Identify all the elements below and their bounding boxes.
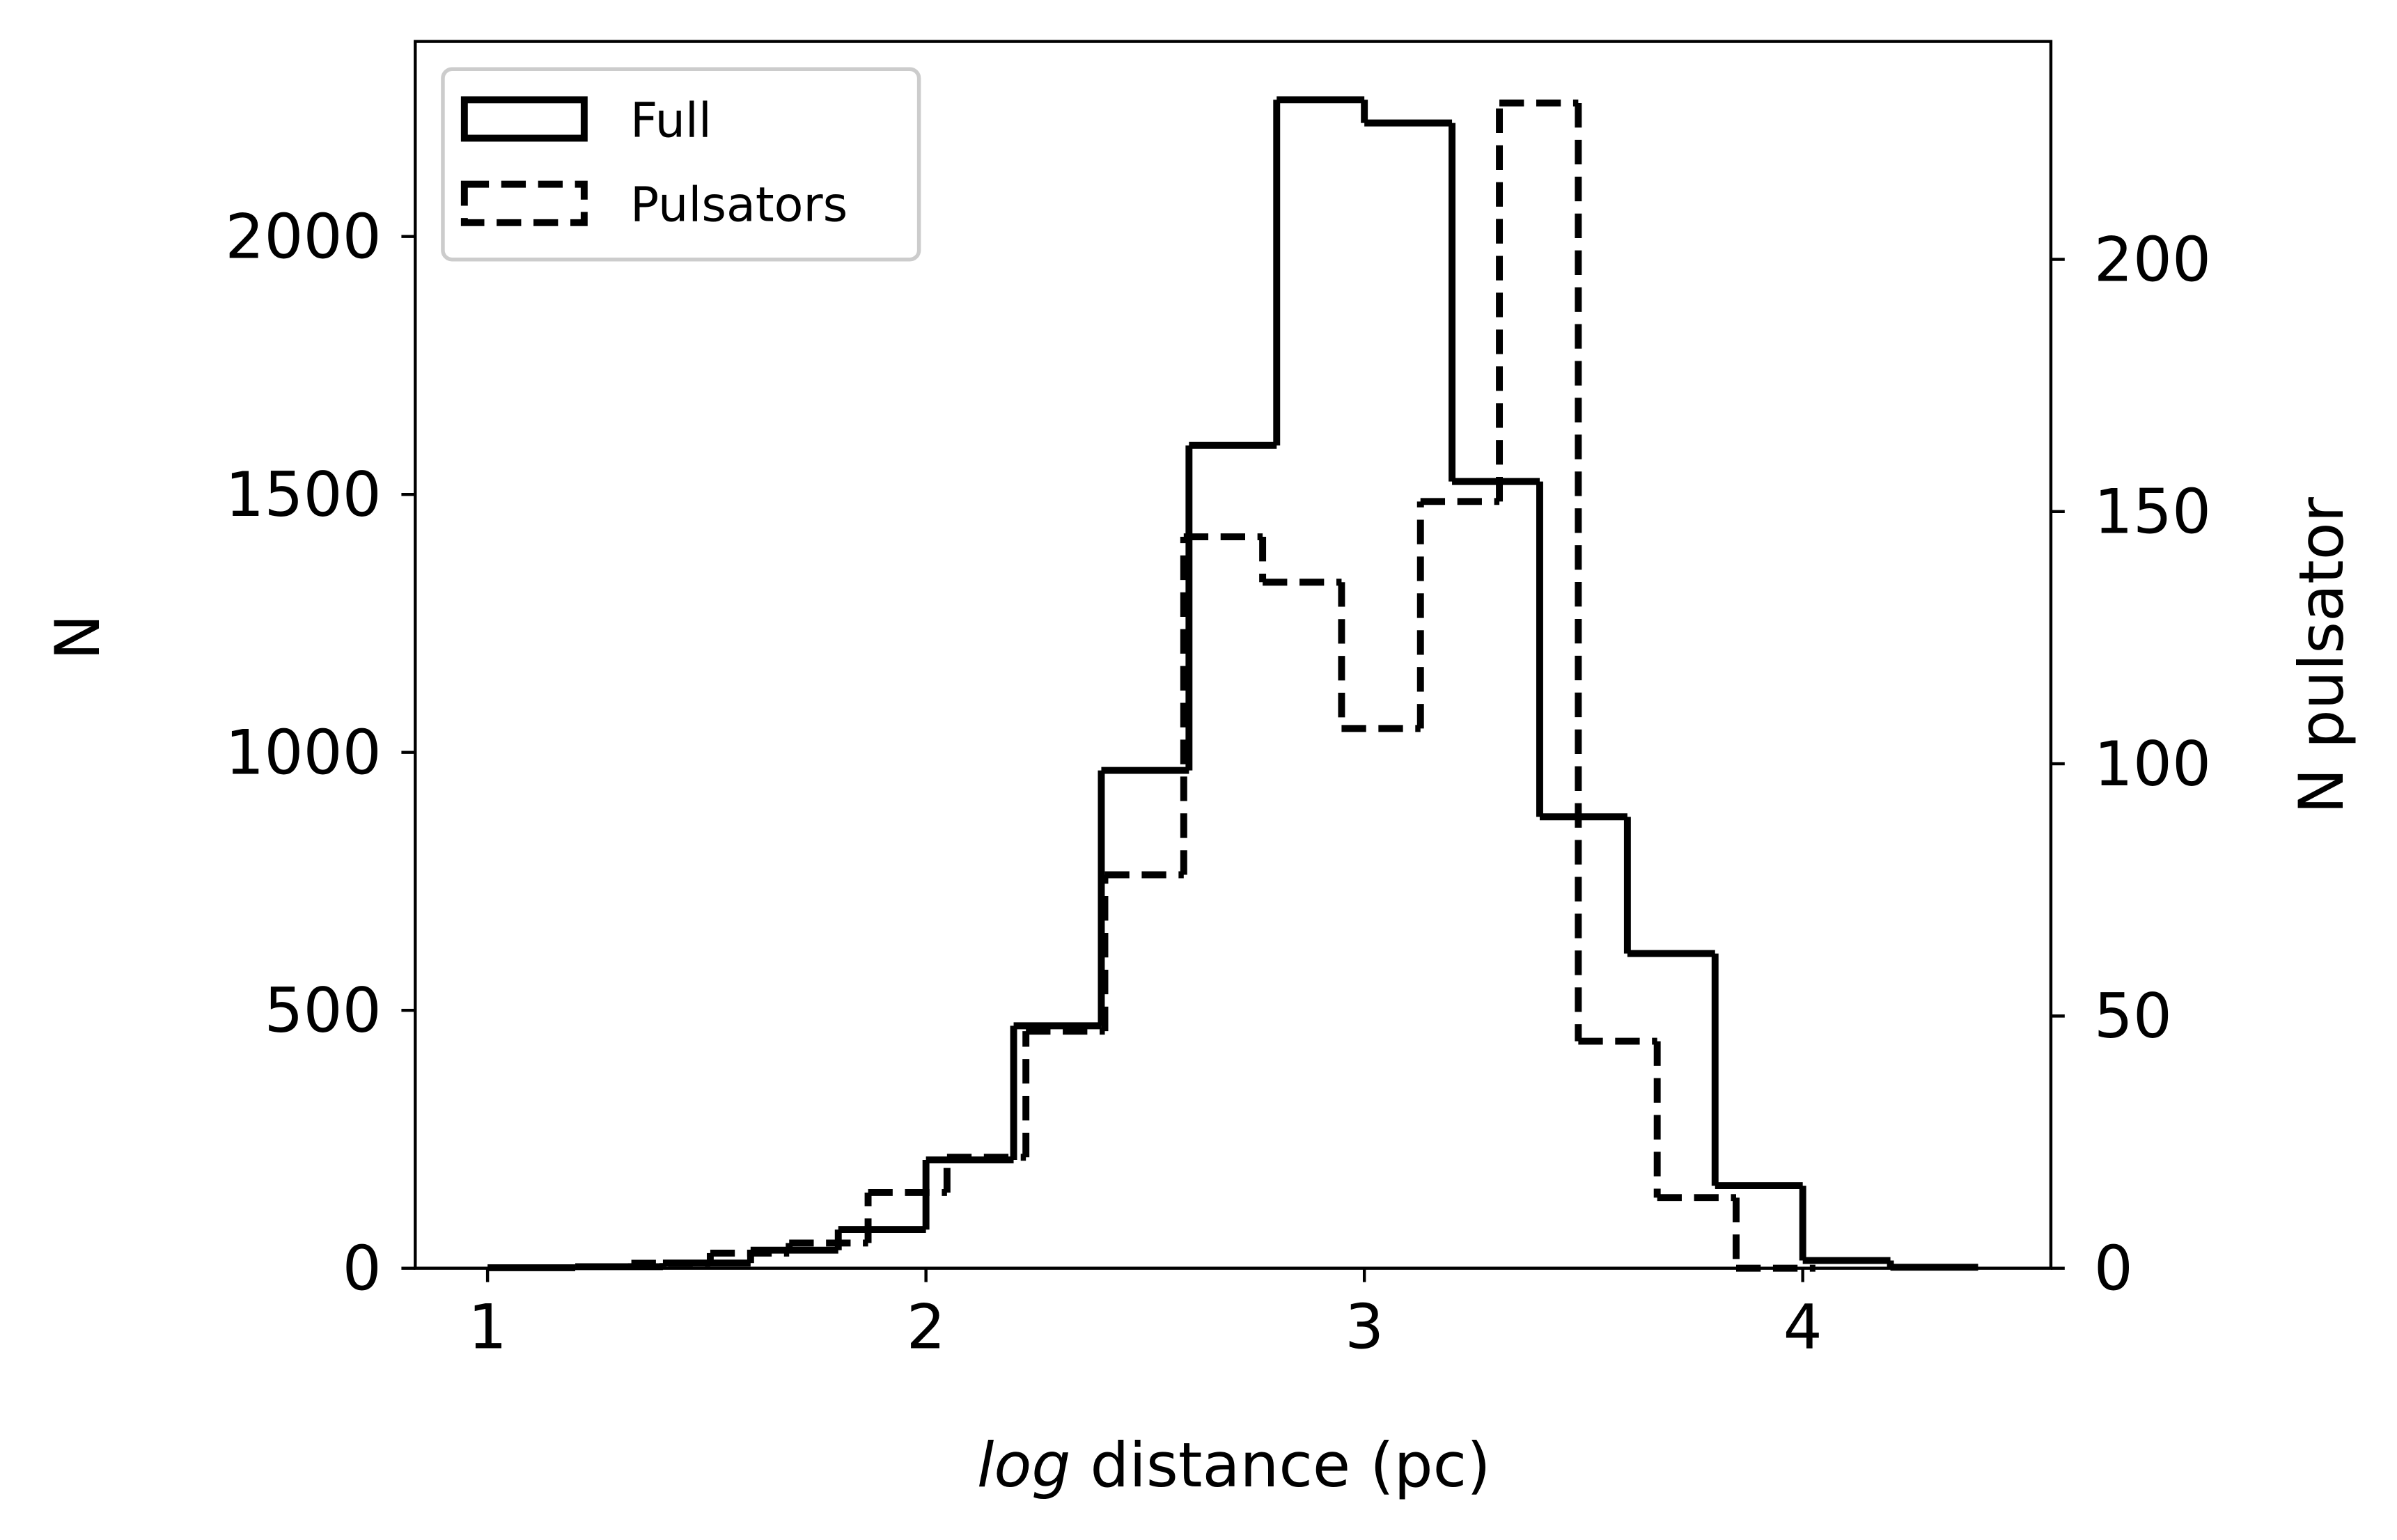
legend-swatch (460, 96, 588, 142)
y-tick-label: 2000 (225, 201, 381, 273)
legend-box (441, 67, 921, 262)
y2-tick-label: 150 (2094, 476, 2211, 548)
legend-label: Full (630, 93, 712, 148)
x-axis-label: log distance (pc) (977, 1429, 1491, 1501)
x-tick-label: 4 (1783, 1291, 1822, 1362)
x-tick-label: 1 (468, 1291, 507, 1362)
y2-axis-label: N pulsator (2286, 496, 2357, 814)
x-tick-label: 2 (907, 1291, 946, 1362)
y-axis-label: N (42, 614, 114, 660)
y-tick-label: 0 (343, 1233, 382, 1305)
x-tick-label: 3 (1345, 1291, 1384, 1362)
legend-label: Pulsators (630, 178, 848, 233)
y-tick-label: 500 (264, 975, 381, 1046)
legend-swatch (460, 180, 588, 226)
y2-tick-label: 200 (2094, 223, 2211, 295)
y-tick-label: 1500 (225, 459, 381, 531)
y2-tick-label: 50 (2094, 980, 2172, 1052)
plot-frame (414, 40, 2053, 1270)
y2-tick-label: 0 (2094, 1233, 2133, 1305)
y-tick-label: 1000 (225, 717, 381, 789)
y2-tick-label: 100 (2094, 728, 2211, 800)
